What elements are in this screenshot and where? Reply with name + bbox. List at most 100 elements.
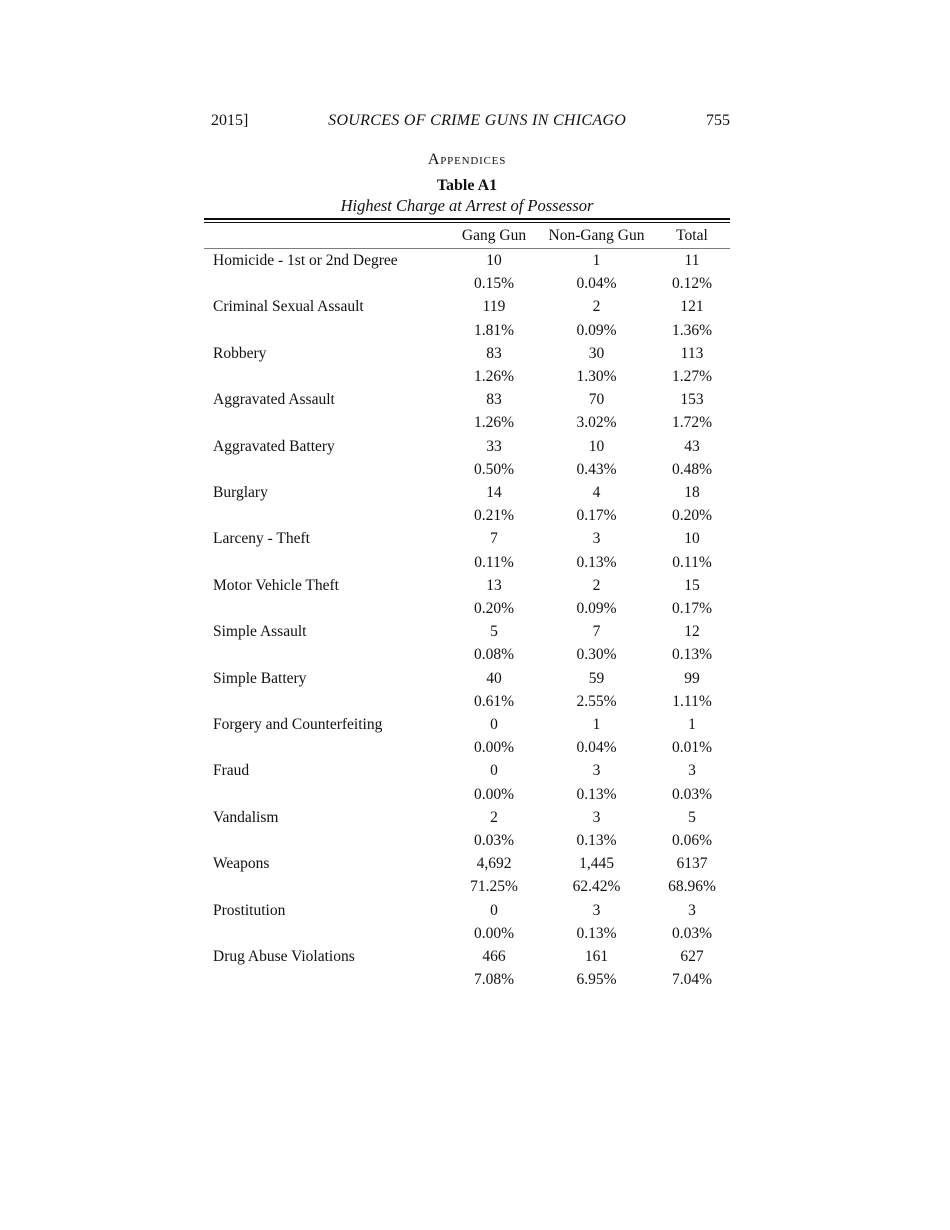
percent-cell: 0.03% xyxy=(473,832,515,850)
percent-cell: 62.42% xyxy=(572,878,621,896)
table-row-percents: 0.00% 0.13% 0.03% xyxy=(204,783,730,806)
offense-label-blank xyxy=(204,319,449,342)
table-row-percents: 0.00% 0.13% 0.03% xyxy=(204,922,730,945)
table-row-counts: Vandalism 2 3 5 xyxy=(204,806,730,829)
column-header-offense-blank xyxy=(204,223,449,249)
offense-label-blank xyxy=(204,597,449,620)
count-cell: 13 xyxy=(486,576,502,594)
offense-label-blank xyxy=(204,643,449,666)
offense-label-blank xyxy=(204,829,449,852)
percent-cell: 0.30% xyxy=(576,646,617,664)
column-header-gang-gun: Gang Gun xyxy=(449,223,539,249)
count-cell: 2 xyxy=(592,298,601,316)
offense-label: Aggravated Assault xyxy=(213,391,335,409)
offense-label-blank xyxy=(204,365,449,388)
running-header-title: SOURCES OF CRIME GUNS IN CHICAGO xyxy=(328,112,627,129)
count-cell: 3 xyxy=(592,530,601,548)
count-cell: 15 xyxy=(684,576,700,594)
table-header-row: Gang Gun Non-Gang Gun Total xyxy=(204,223,730,249)
running-header-year: 2015] xyxy=(211,112,249,129)
running-header-page-number: 755 xyxy=(705,112,730,129)
count-cell: 1 xyxy=(592,252,601,269)
percent-cell: 0.43% xyxy=(576,460,617,478)
percent-cell: 0.09% xyxy=(576,600,617,618)
percent-cell: 0.15% xyxy=(473,275,515,293)
table-row-percents: 0.03% 0.13% 0.06% xyxy=(204,829,730,852)
table-row-percents: 0.21% 0.17% 0.20% xyxy=(204,504,730,527)
percent-cell: 0.13% xyxy=(671,646,713,664)
offense-label: Simple Assault xyxy=(213,623,307,641)
count-cell: 59 xyxy=(588,669,605,687)
offense-label: Aggravated Battery xyxy=(213,437,335,455)
percent-cell: 0.09% xyxy=(576,321,617,339)
table-row-percents: 0.11% 0.13% 0.11% xyxy=(204,551,730,574)
percent-cell: 0.12% xyxy=(671,275,713,293)
percent-cell: 0.01% xyxy=(671,739,713,757)
percent-cell: 0.61% xyxy=(473,692,515,710)
percent-cell: 0.13% xyxy=(576,785,617,803)
table-row-counts: Forgery and Counterfeiting 0 1 1 xyxy=(204,713,730,736)
percent-cell: 0.13% xyxy=(576,924,617,942)
count-cell: 153 xyxy=(680,391,704,409)
offense-label-blank xyxy=(204,736,449,759)
table-row-counts: Drug Abuse Violations 466 161 627 xyxy=(204,945,730,968)
count-cell: 161 xyxy=(584,948,609,966)
percent-cell: 1.72% xyxy=(671,414,713,432)
percent-cell: 0.03% xyxy=(671,924,713,942)
percent-cell: 2.55% xyxy=(576,692,617,710)
count-cell: 43 xyxy=(684,437,700,455)
count-cell: 4 xyxy=(592,484,601,502)
table-row-percents: 1.26% 1.30% 1.27% xyxy=(204,365,730,388)
table-row-counts: Burglary 14 4 18 xyxy=(204,481,730,504)
count-cell: 1 xyxy=(688,716,696,734)
count-cell: 5 xyxy=(688,808,696,826)
count-cell: 627 xyxy=(680,948,704,966)
percent-cell: 0.13% xyxy=(576,553,617,571)
table-row-percents: 0.50% 0.43% 0.48% xyxy=(204,458,730,481)
table-row-counts: Weapons 4,692 1,445 6137 xyxy=(204,852,730,875)
offense-label: Robbery xyxy=(213,344,267,362)
count-cell: 466 xyxy=(482,948,506,966)
percent-cell: 0.21% xyxy=(473,507,515,525)
count-cell: 6137 xyxy=(676,855,708,873)
count-cell: 10 xyxy=(684,530,700,548)
offense-label-blank xyxy=(204,922,449,945)
percent-cell: 1.30% xyxy=(576,368,617,386)
count-cell: 2 xyxy=(490,808,498,826)
table-body: Homicide - 1st or 2nd Degree 10 1 1 1 0.15% 0.… xyxy=(204,249,730,992)
table-row-counts: Aggravated Assault 83 70 153 xyxy=(204,388,730,411)
percent-cell: 6.95% xyxy=(576,971,617,989)
count-cell: 2 xyxy=(592,576,601,594)
running-header: 2015] SOURCES OF CRIME GUNS IN CHICAGO 7… xyxy=(204,112,730,130)
table-row-counts: Larceny - Theft 7 3 10 xyxy=(204,527,730,550)
percent-cell: 0.04% xyxy=(576,739,617,757)
percent-cell: 0.13% xyxy=(576,832,617,850)
percent-cell: 0.11% xyxy=(672,553,712,571)
offense-label-blank xyxy=(204,504,449,527)
table-row-percents: 0.61% 2.55% 1.11% xyxy=(204,690,730,713)
table-row-counts: Fraud 0 3 3 xyxy=(204,759,730,782)
offense-label-blank xyxy=(204,272,449,295)
percent-cell: 1.11% xyxy=(672,692,712,710)
count-cell: 1 xyxy=(592,716,601,734)
table-row-counts: Robbery 83 30 113 xyxy=(204,342,730,365)
count-cell: 3 xyxy=(688,901,696,919)
percent-cell: 0.17% xyxy=(671,600,713,618)
count-cell: 10 xyxy=(588,437,605,455)
section-heading-appendices: Appendices xyxy=(427,151,507,168)
offense-label-blank xyxy=(204,875,449,898)
count-cell: 18 xyxy=(684,484,700,502)
percent-cell: 0.03% xyxy=(671,785,713,803)
offense-label: Homicide - 1st or 2nd Degree xyxy=(213,252,398,269)
table-subtitle: Highest Charge at Arrest of Possessor xyxy=(340,196,594,215)
table-row-counts: Simple Assault 5 7 12 xyxy=(204,620,730,643)
count-cell: 3 xyxy=(592,808,601,826)
offense-label-blank xyxy=(204,411,449,434)
offense-label-blank xyxy=(204,690,449,713)
table-a1: Gang Gun Non-Gang Gun Total Homicide - 1… xyxy=(204,218,730,992)
count-cell: 10 xyxy=(486,252,502,269)
offense-label: Burglary xyxy=(213,484,268,502)
count-cell: 3 xyxy=(592,901,601,919)
count-cell: 3 xyxy=(592,762,601,780)
